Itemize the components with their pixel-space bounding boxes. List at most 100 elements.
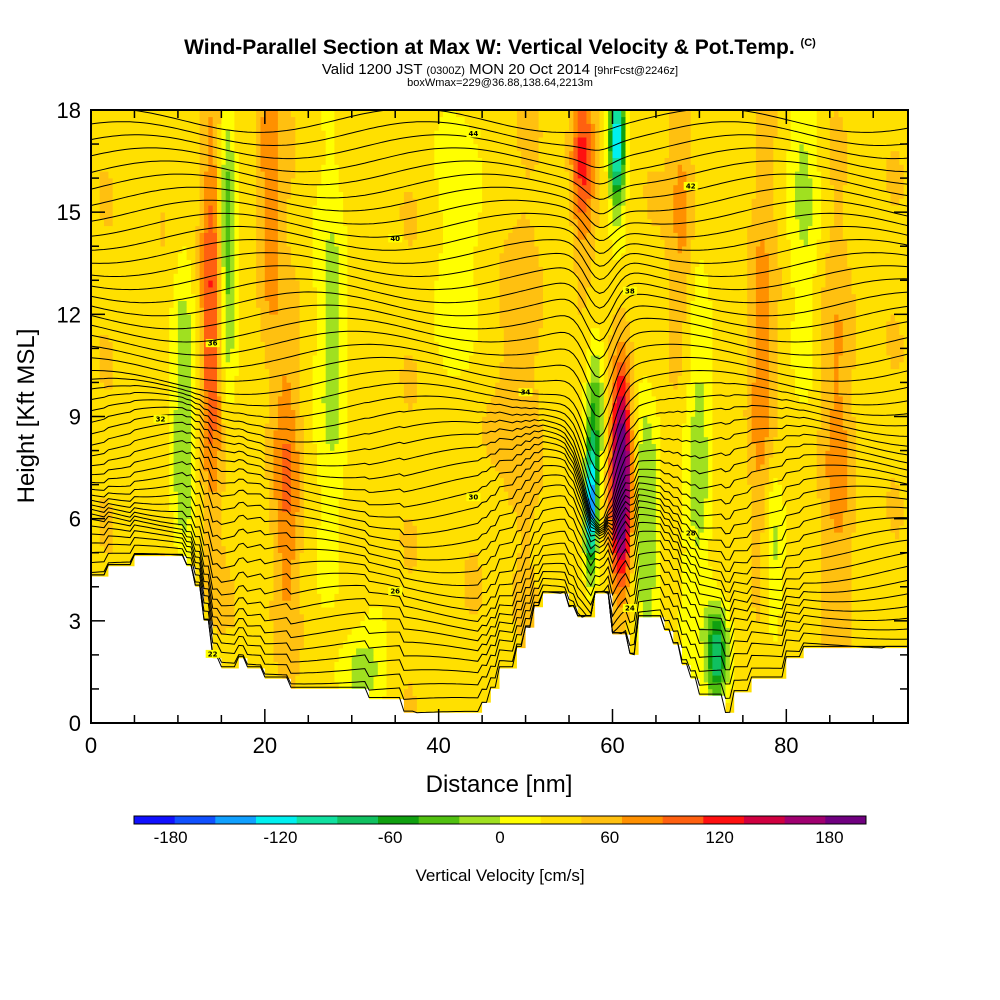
w-cell bbox=[712, 307, 748, 315]
w-cell bbox=[221, 334, 227, 342]
w-cell bbox=[616, 457, 626, 465]
w-cell bbox=[416, 525, 518, 533]
w-cell bbox=[230, 177, 235, 186]
w-cell bbox=[221, 504, 270, 513]
w-cell bbox=[821, 511, 831, 519]
w-cell bbox=[347, 300, 435, 308]
w-cell bbox=[608, 177, 613, 186]
w-cell bbox=[747, 361, 757, 370]
w-cell bbox=[538, 143, 566, 152]
w-cell bbox=[256, 211, 266, 220]
w-cell bbox=[234, 395, 270, 404]
w-cell bbox=[177, 341, 192, 349]
w-cell bbox=[586, 566, 596, 574]
w-cell bbox=[256, 280, 266, 288]
w-cell bbox=[234, 286, 240, 295]
w-cell bbox=[438, 252, 474, 261]
w-cell bbox=[269, 395, 279, 404]
w-cell bbox=[847, 497, 857, 506]
w-cell bbox=[434, 280, 474, 288]
w-cell bbox=[855, 293, 908, 301]
w-cell bbox=[290, 593, 300, 601]
w-cell bbox=[577, 150, 587, 158]
w-cell bbox=[264, 293, 279, 301]
w-cell bbox=[786, 532, 822, 540]
y-tick-label: 0 bbox=[69, 711, 81, 736]
w-cell bbox=[847, 130, 908, 138]
w-cell bbox=[625, 443, 631, 451]
w-cell bbox=[464, 572, 483, 581]
w-cell bbox=[91, 416, 170, 424]
w-cell bbox=[808, 157, 818, 165]
w-cell bbox=[816, 436, 831, 444]
w-cell bbox=[634, 368, 670, 376]
w-cell bbox=[747, 341, 757, 349]
w-cell bbox=[91, 314, 170, 322]
w-cell bbox=[112, 191, 200, 199]
w-cell bbox=[225, 259, 231, 267]
w-cell bbox=[747, 232, 778, 240]
w-cell bbox=[629, 123, 670, 131]
w-cell bbox=[543, 266, 574, 274]
w-cell bbox=[816, 110, 835, 118]
w-cell bbox=[703, 606, 726, 615]
w-cell bbox=[890, 361, 900, 370]
w-cell bbox=[638, 423, 644, 431]
w-cell bbox=[625, 205, 648, 213]
w-cell bbox=[312, 211, 344, 220]
w-cell bbox=[238, 184, 257, 192]
w-cell bbox=[708, 286, 748, 295]
w-cell bbox=[238, 191, 257, 199]
w-cell bbox=[91, 545, 105, 553]
w-cell bbox=[269, 300, 279, 308]
colorbar-swatch bbox=[703, 816, 745, 824]
w-cell bbox=[782, 293, 796, 301]
w-cell bbox=[842, 184, 887, 192]
w-cell bbox=[890, 198, 900, 206]
w-cell bbox=[590, 110, 600, 118]
w-cell bbox=[217, 361, 222, 370]
w-cell bbox=[638, 518, 657, 526]
w-cell bbox=[586, 205, 592, 213]
w-cell bbox=[330, 232, 335, 240]
w-cell bbox=[199, 164, 209, 172]
w-cell bbox=[712, 641, 722, 649]
w-cell bbox=[647, 416, 661, 424]
w-cell bbox=[834, 218, 844, 227]
w-cell bbox=[221, 191, 227, 199]
w-cell bbox=[199, 470, 209, 479]
theta-contour bbox=[91, 225, 908, 267]
w-cell bbox=[886, 491, 900, 499]
w-cell bbox=[655, 538, 661, 547]
w-cell bbox=[821, 382, 835, 390]
w-cell bbox=[277, 177, 292, 186]
w-cell bbox=[282, 572, 292, 581]
theta-contour bbox=[126, 110, 908, 134]
w-cell bbox=[825, 457, 848, 465]
w-cell bbox=[603, 429, 609, 438]
w-cell bbox=[608, 518, 613, 526]
w-cell bbox=[577, 136, 587, 145]
w-cell bbox=[629, 184, 644, 192]
w-cell bbox=[173, 293, 196, 301]
theta-contour bbox=[91, 134, 908, 169]
w-cell bbox=[690, 327, 713, 336]
w-cell bbox=[91, 334, 101, 342]
w-cell bbox=[177, 300, 187, 308]
w-cell bbox=[290, 245, 313, 254]
w-cell bbox=[690, 130, 757, 138]
w-cell bbox=[538, 150, 566, 158]
w-cell bbox=[855, 504, 887, 513]
w-cell bbox=[712, 627, 722, 635]
w-cell bbox=[660, 559, 683, 567]
w-cell bbox=[608, 150, 613, 158]
w-cell bbox=[708, 620, 713, 628]
w-cell bbox=[386, 688, 405, 696]
w-cell bbox=[608, 341, 618, 349]
w-cell bbox=[217, 280, 222, 288]
w-cell bbox=[582, 545, 587, 553]
w-cell bbox=[91, 518, 101, 526]
w-cell bbox=[690, 300, 713, 308]
w-cell bbox=[595, 423, 600, 431]
w-cell bbox=[590, 164, 596, 172]
